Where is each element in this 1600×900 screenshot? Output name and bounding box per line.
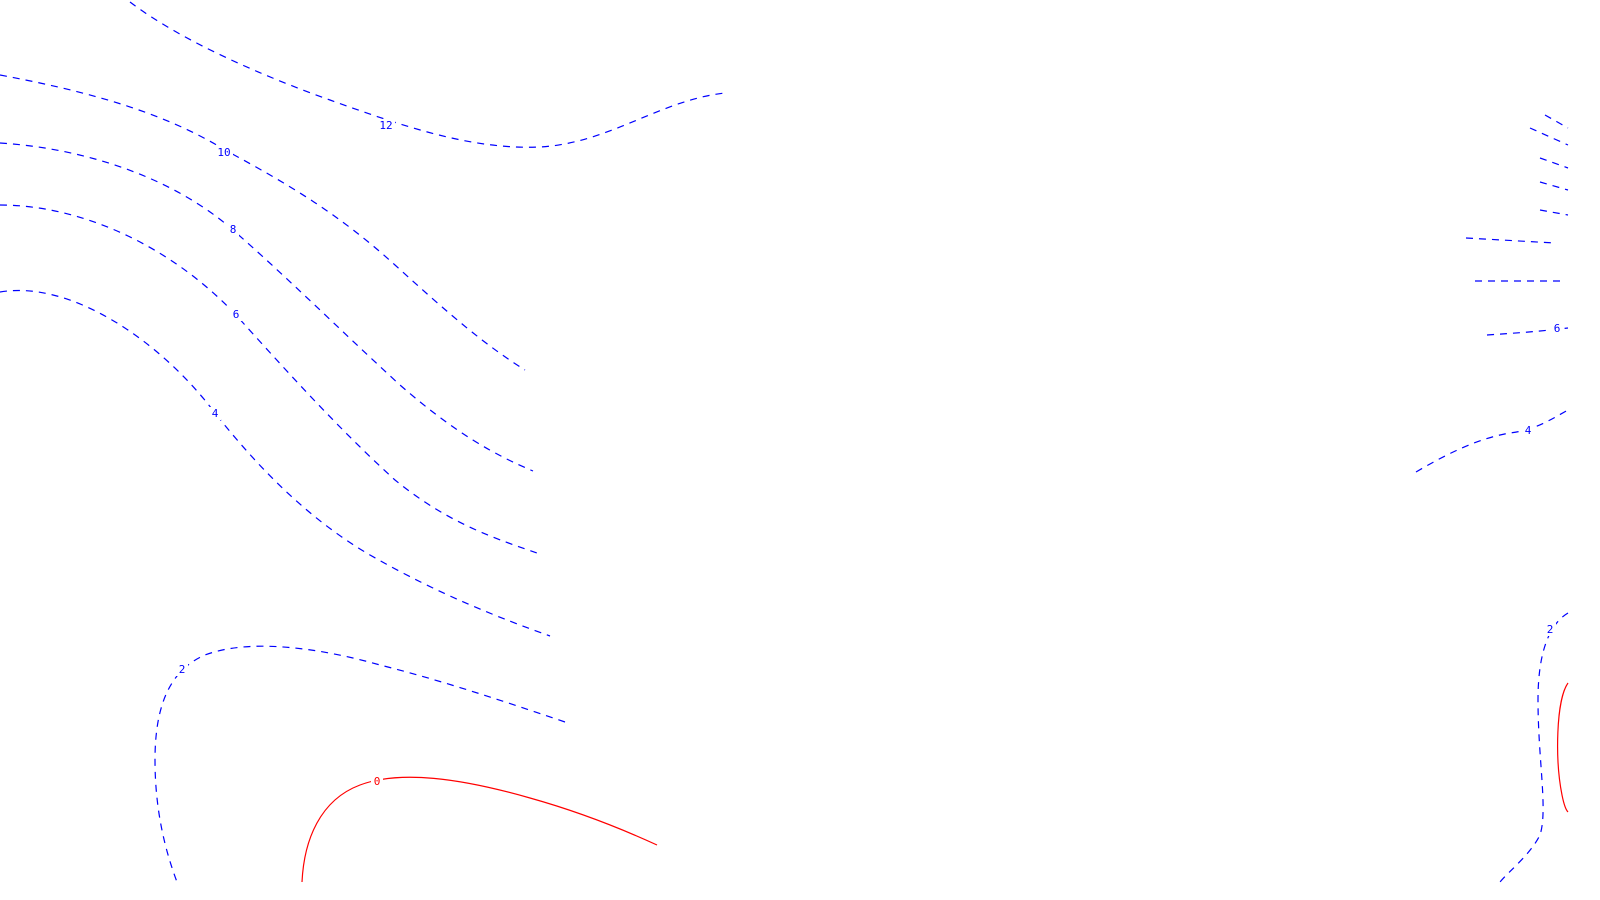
- contour-label-4-right-bg: [1522, 424, 1534, 437]
- contour-label-2-bg: [176, 663, 188, 676]
- contour-line-4-left: [0, 290, 551, 637]
- contour-line-8-right-c: [1465, 237, 1556, 244]
- contour-label-4-bg: [209, 407, 221, 420]
- contour-line-12-right-a: [1529, 127, 1569, 146]
- contour-line-8-right-b: [1539, 209, 1569, 216]
- contour-label-0-bg: [371, 775, 383, 788]
- contour-line-0-right: [1557, 682, 1569, 813]
- contour-label-2: 2: [179, 663, 186, 676]
- contour-label-8-bg: [227, 223, 239, 236]
- contour-label-2-right-bg: [1544, 623, 1556, 636]
- contour-label-6-right-bg: [1551, 322, 1563, 335]
- contour-label-12-bg: [377, 119, 395, 132]
- contour-label-6-right: 6: [1554, 322, 1561, 335]
- contour-line-6-left: [0, 204, 538, 554]
- contour-label-0: 0: [374, 775, 381, 788]
- contour-line-4-right: [1415, 409, 1569, 473]
- contour-line-10-right: [1539, 157, 1569, 169]
- contour-line-12-left: [129, 1, 726, 148]
- contour-line-0-left: [301, 776, 658, 883]
- contour-line-12-right-b: [1544, 114, 1569, 129]
- contour-label-4-right: 4: [1525, 424, 1532, 437]
- contour-line-2-right: [1499, 612, 1569, 883]
- contour-line-8-right-a: [1539, 181, 1569, 191]
- contour-label-10: 10: [217, 146, 230, 159]
- contour-label-4: 4: [212, 407, 219, 420]
- contour-label-10-bg: [215, 146, 233, 159]
- contour-label-6: 6: [233, 308, 240, 321]
- contour-label-2-right: 2: [1547, 623, 1554, 636]
- contour-label-6-bg: [230, 308, 242, 321]
- contour-label-12: 12: [379, 119, 392, 132]
- contour-label-8: 8: [230, 223, 237, 236]
